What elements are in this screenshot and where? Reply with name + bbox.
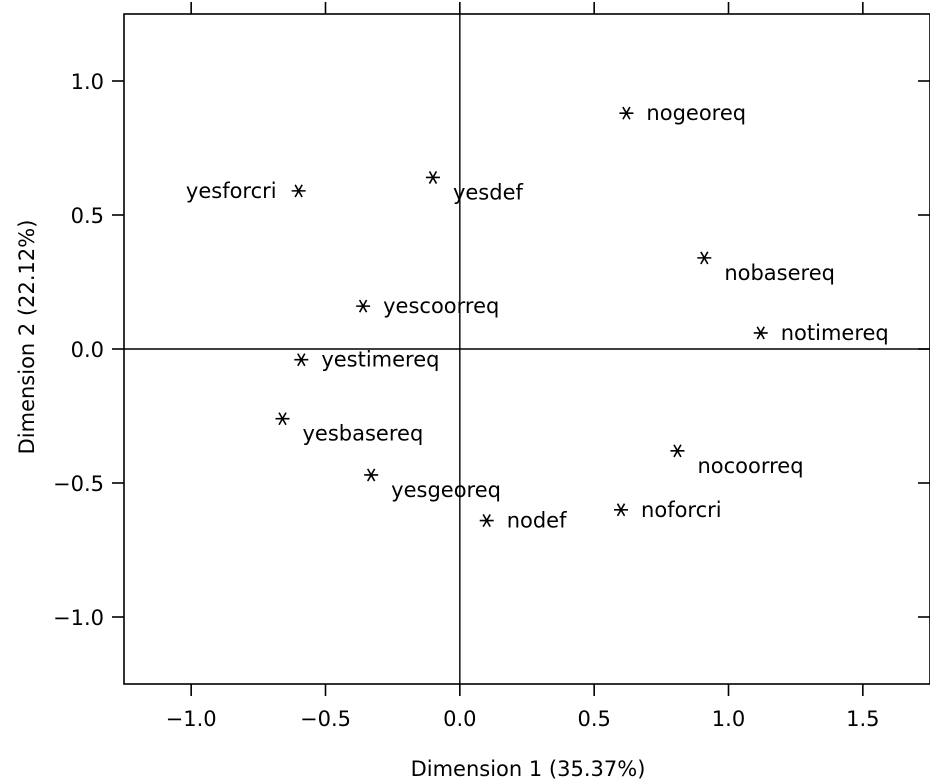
asterisk-marker <box>753 326 768 340</box>
y-tick-label: 1.0 <box>71 70 104 94</box>
data-point: yestimereq <box>294 348 439 372</box>
asterisk-marker <box>294 353 309 367</box>
point-label: nobasereq <box>724 261 835 285</box>
y-tick-label: 0.5 <box>71 204 104 228</box>
data-point: yesgeoreq <box>364 468 501 502</box>
point-label: yesdef <box>453 180 524 204</box>
point-label: yestimereq <box>321 348 439 372</box>
data-point: nocoorreq <box>670 444 804 478</box>
point-label: yesgeoreq <box>391 478 501 502</box>
data-point: nogeoreq <box>619 101 746 125</box>
point-label: nogeoreq <box>646 101 746 125</box>
data-point: noforcri <box>614 498 722 522</box>
asterisk-marker <box>479 514 494 528</box>
asterisk-marker <box>697 251 712 265</box>
x-tick-label: −0.5 <box>300 707 351 731</box>
point-label: notimereq <box>781 321 889 345</box>
point-label: yescoorreq <box>383 294 499 318</box>
data-point: notimereq <box>753 321 889 345</box>
point-label: yesbasereq <box>303 422 424 446</box>
reference-lines <box>124 14 930 684</box>
asterisk-marker <box>670 444 685 458</box>
point-label: nocoorreq <box>697 454 803 478</box>
point-label: nodef <box>507 509 567 533</box>
x-tick-label: 0.5 <box>577 707 610 731</box>
asterisk-marker <box>356 299 371 313</box>
x-tick-label: 1.5 <box>846 707 879 731</box>
y-axis-label: Dimension 2 (22.12%) <box>15 220 39 455</box>
x-axis-label: Dimension 1 (35.37%) <box>411 757 646 781</box>
asterisk-marker <box>364 468 379 482</box>
data-points: nogeoreq yesforcri yesdef nobasereq yescoorr… <box>186 101 889 532</box>
asterisk-marker <box>619 106 634 120</box>
asterisk-marker <box>425 170 440 184</box>
data-point: yesforcri <box>186 179 306 203</box>
point-label: yesforcri <box>186 179 277 203</box>
data-point: nobasereq <box>697 251 835 285</box>
data-point: yesbasereq <box>275 412 424 446</box>
asterisk-marker <box>614 503 629 517</box>
point-label: noforcri <box>641 498 722 522</box>
data-point: nodef <box>479 509 567 533</box>
x-tick-label: 0.0 <box>443 707 476 731</box>
data-point: yesdef <box>425 170 524 204</box>
data-point: yescoorreq <box>356 294 499 318</box>
asterisk-marker <box>291 184 306 198</box>
y-tick-label: −0.5 <box>53 472 104 496</box>
y-tick-label: 0.0 <box>71 338 104 362</box>
asterisk-marker <box>275 412 290 426</box>
x-tick-label: −1.0 <box>166 707 217 731</box>
y-tick-label: −1.0 <box>53 606 104 630</box>
x-tick-label: 1.0 <box>712 707 745 731</box>
axis-ticks: −1.0 −0.5 0.0 0.5 1.0 1.5 1.0 0.5 0.0 −0.5 −1.0 <box>53 2 930 731</box>
